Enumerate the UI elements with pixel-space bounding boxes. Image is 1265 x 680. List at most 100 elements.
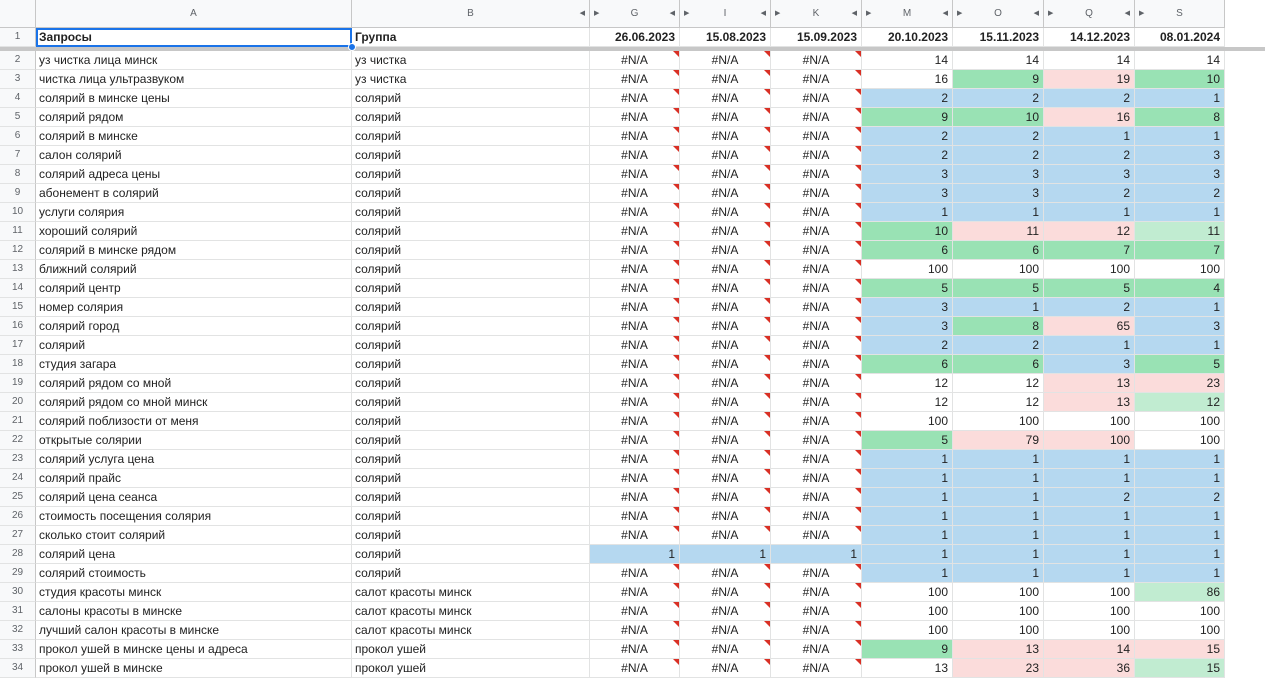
value-cell[interactable]: 1 (1044, 526, 1135, 545)
collapse-arrow-icon[interactable]: ◀ (669, 10, 675, 17)
row-number[interactable]: 13 (0, 260, 36, 279)
error-cell[interactable]: #N/A (590, 374, 680, 393)
value-cell[interactable]: 1 (862, 203, 953, 222)
value-cell[interactable]: 2 (1135, 184, 1225, 203)
value-cell[interactable]: 1 (953, 526, 1044, 545)
value-cell[interactable]: 7 (1135, 241, 1225, 260)
value-cell[interactable]: 5 (1135, 355, 1225, 374)
error-cell[interactable]: #N/A (590, 336, 680, 355)
value-cell[interactable]: 1 (862, 526, 953, 545)
group-cell[interactable]: солярий (352, 165, 590, 184)
column-header-m[interactable]: M ◀ ▶ (862, 0, 953, 28)
value-cell[interactable]: 6 (862, 355, 953, 374)
value-cell[interactable]: 100 (862, 583, 953, 602)
group-cell[interactable]: солярий (352, 146, 590, 165)
error-cell[interactable]: #N/A (771, 469, 862, 488)
value-cell[interactable]: 1 (1135, 450, 1225, 469)
value-cell[interactable]: 3 (862, 317, 953, 336)
query-cell[interactable]: солярий рядом (36, 108, 352, 127)
error-cell[interactable]: #N/A (771, 507, 862, 526)
query-cell[interactable]: солярий адреса цены (36, 165, 352, 184)
error-cell[interactable]: #N/A (771, 431, 862, 450)
value-cell[interactable]: 1 (1135, 336, 1225, 355)
value-cell[interactable]: 1 (1044, 564, 1135, 583)
value-cell[interactable]: 1 (1044, 127, 1135, 146)
group-cell[interactable]: солярий (352, 431, 590, 450)
query-cell[interactable]: солярий прайс (36, 469, 352, 488)
error-cell[interactable]: #N/A (680, 583, 771, 602)
group-cell[interactable]: солярий (352, 507, 590, 526)
value-cell[interactable]: 1 (862, 507, 953, 526)
value-cell[interactable]: 1 (1044, 545, 1135, 564)
error-cell[interactable]: #N/A (590, 659, 680, 678)
value-cell[interactable]: 1 (953, 507, 1044, 526)
value-cell[interactable]: 13 (1044, 374, 1135, 393)
error-cell[interactable]: #N/A (680, 450, 771, 469)
error-cell[interactable]: #N/A (771, 450, 862, 469)
error-cell[interactable]: #N/A (771, 621, 862, 640)
error-cell[interactable]: #N/A (680, 260, 771, 279)
group-cell[interactable]: солярий (352, 184, 590, 203)
value-cell[interactable]: 1 (953, 488, 1044, 507)
row-number[interactable]: 3 (0, 70, 36, 89)
row-number[interactable]: 16 (0, 317, 36, 336)
row-number[interactable]: 9 (0, 184, 36, 203)
row-number[interactable]: 1 (0, 28, 36, 47)
value-cell[interactable]: 2 (1044, 488, 1135, 507)
value-cell[interactable]: 3 (1135, 146, 1225, 165)
value-cell[interactable]: 16 (862, 70, 953, 89)
query-cell[interactable]: солярий услуга цена (36, 450, 352, 469)
row-number[interactable]: 23 (0, 450, 36, 469)
value-cell[interactable]: 100 (953, 583, 1044, 602)
value-cell[interactable]: 100 (1044, 260, 1135, 279)
value-cell[interactable]: 3 (1135, 317, 1225, 336)
expand-arrow-icon[interactable]: ▶ (775, 10, 781, 17)
value-cell[interactable]: 2 (1044, 146, 1135, 165)
row-number[interactable]: 31 (0, 602, 36, 621)
value-cell[interactable]: 2 (862, 89, 953, 108)
error-cell[interactable]: #N/A (680, 336, 771, 355)
error-cell[interactable]: #N/A (590, 279, 680, 298)
query-cell[interactable]: салон солярий (36, 146, 352, 165)
value-cell[interactable]: 2 (953, 336, 1044, 355)
value-cell[interactable]: 1 (953, 298, 1044, 317)
row-number[interactable]: 18 (0, 355, 36, 374)
value-cell[interactable]: 13 (862, 659, 953, 678)
query-cell[interactable]: сколько стоит солярий (36, 526, 352, 545)
value-cell[interactable]: 65 (1044, 317, 1135, 336)
error-cell[interactable]: #N/A (590, 127, 680, 146)
group-cell[interactable]: прокол ушей (352, 659, 590, 678)
group-cell[interactable]: салот красоты минск (352, 583, 590, 602)
error-cell[interactable]: #N/A (590, 260, 680, 279)
value-cell[interactable]: 23 (953, 659, 1044, 678)
value-cell[interactable]: 10 (953, 108, 1044, 127)
error-cell[interactable]: #N/A (771, 203, 862, 222)
row-number[interactable]: 5 (0, 108, 36, 127)
group-cell[interactable]: салот красоты минск (352, 621, 590, 640)
error-cell[interactable]: #N/A (590, 317, 680, 336)
error-cell[interactable]: #N/A (680, 165, 771, 184)
header-cell-a[interactable]: Запросы (36, 28, 352, 47)
value-cell[interactable]: 100 (1044, 583, 1135, 602)
error-cell[interactable]: #N/A (680, 621, 771, 640)
value-cell[interactable]: 3 (862, 298, 953, 317)
column-header-g[interactable]: G ◀ ▶ (590, 0, 680, 28)
error-cell[interactable]: #N/A (680, 374, 771, 393)
error-cell[interactable]: #N/A (680, 469, 771, 488)
query-cell[interactable]: солярий цена (36, 545, 352, 564)
error-cell[interactable]: #N/A (680, 564, 771, 583)
query-cell[interactable]: прокол ушей в минске (36, 659, 352, 678)
value-cell[interactable]: 1 (953, 203, 1044, 222)
value-cell[interactable]: 1 (1135, 127, 1225, 146)
row-number[interactable]: 29 (0, 564, 36, 583)
value-cell[interactable]: 12 (953, 393, 1044, 412)
error-cell[interactable]: #N/A (590, 355, 680, 374)
error-cell[interactable]: #N/A (590, 507, 680, 526)
value-cell[interactable]: 1 (1135, 507, 1225, 526)
value-cell[interactable]: 2 (953, 146, 1044, 165)
error-cell[interactable]: #N/A (771, 564, 862, 583)
value-cell[interactable]: 3 (953, 184, 1044, 203)
row-number[interactable]: 12 (0, 241, 36, 260)
value-cell[interactable]: 1 (1044, 469, 1135, 488)
